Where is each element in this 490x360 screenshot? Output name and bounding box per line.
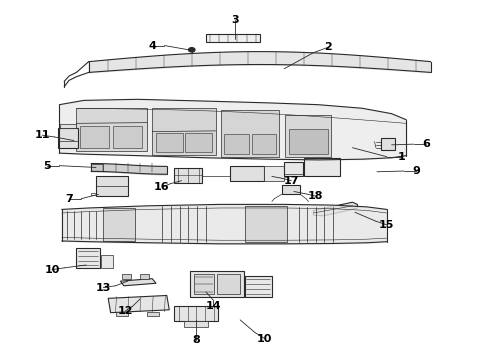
Text: 6: 6 — [422, 139, 430, 149]
Bar — [174, 168, 202, 183]
Bar — [174, 306, 218, 320]
Bar — [96, 176, 128, 196]
Text: 10: 10 — [257, 333, 272, 343]
Bar — [194, 274, 214, 294]
Bar — [58, 128, 78, 148]
Bar — [103, 208, 135, 241]
Bar — [289, 129, 328, 154]
Text: 3: 3 — [231, 15, 239, 26]
Bar — [152, 108, 216, 155]
Text: 16: 16 — [154, 182, 170, 192]
Bar — [230, 166, 264, 181]
Polygon shape — [121, 279, 156, 286]
Bar — [140, 274, 149, 279]
Text: 13: 13 — [96, 283, 111, 293]
Polygon shape — [314, 202, 357, 216]
Bar — [147, 312, 159, 316]
Bar — [252, 134, 276, 154]
Bar — [116, 312, 128, 316]
Text: 1: 1 — [397, 152, 405, 162]
Bar — [381, 138, 394, 149]
Text: 7: 7 — [65, 194, 73, 204]
Bar — [91, 164, 103, 171]
Bar — [76, 108, 147, 150]
Text: 11: 11 — [34, 130, 50, 140]
Bar — [60, 125, 76, 128]
Bar — [285, 116, 331, 157]
Text: 8: 8 — [192, 334, 200, 345]
Bar — [284, 162, 303, 176]
Text: 4: 4 — [148, 41, 156, 50]
Polygon shape — [108, 296, 169, 313]
Bar — [76, 248, 100, 268]
Bar — [264, 166, 284, 181]
Text: 9: 9 — [412, 166, 420, 176]
Bar — [101, 255, 113, 268]
Bar — [245, 276, 272, 297]
Bar — [184, 320, 208, 327]
Bar — [185, 134, 212, 152]
Bar — [190, 271, 244, 297]
Bar — [220, 110, 279, 157]
Bar — [217, 274, 240, 294]
Bar — [304, 158, 340, 176]
Text: 17: 17 — [284, 176, 299, 186]
Bar — [245, 206, 287, 242]
Bar — [80, 126, 109, 148]
Bar — [282, 185, 300, 194]
Text: 18: 18 — [308, 191, 323, 201]
Bar — [156, 134, 183, 152]
Text: 12: 12 — [118, 306, 133, 316]
Text: 5: 5 — [43, 161, 51, 171]
Bar — [113, 126, 143, 148]
Bar — [206, 34, 260, 42]
Text: 14: 14 — [205, 301, 221, 311]
Text: 10: 10 — [44, 265, 60, 275]
Circle shape — [188, 47, 196, 53]
Bar — [122, 274, 131, 279]
Text: 2: 2 — [324, 42, 332, 52]
Text: 15: 15 — [379, 220, 394, 230]
Bar — [224, 134, 249, 154]
